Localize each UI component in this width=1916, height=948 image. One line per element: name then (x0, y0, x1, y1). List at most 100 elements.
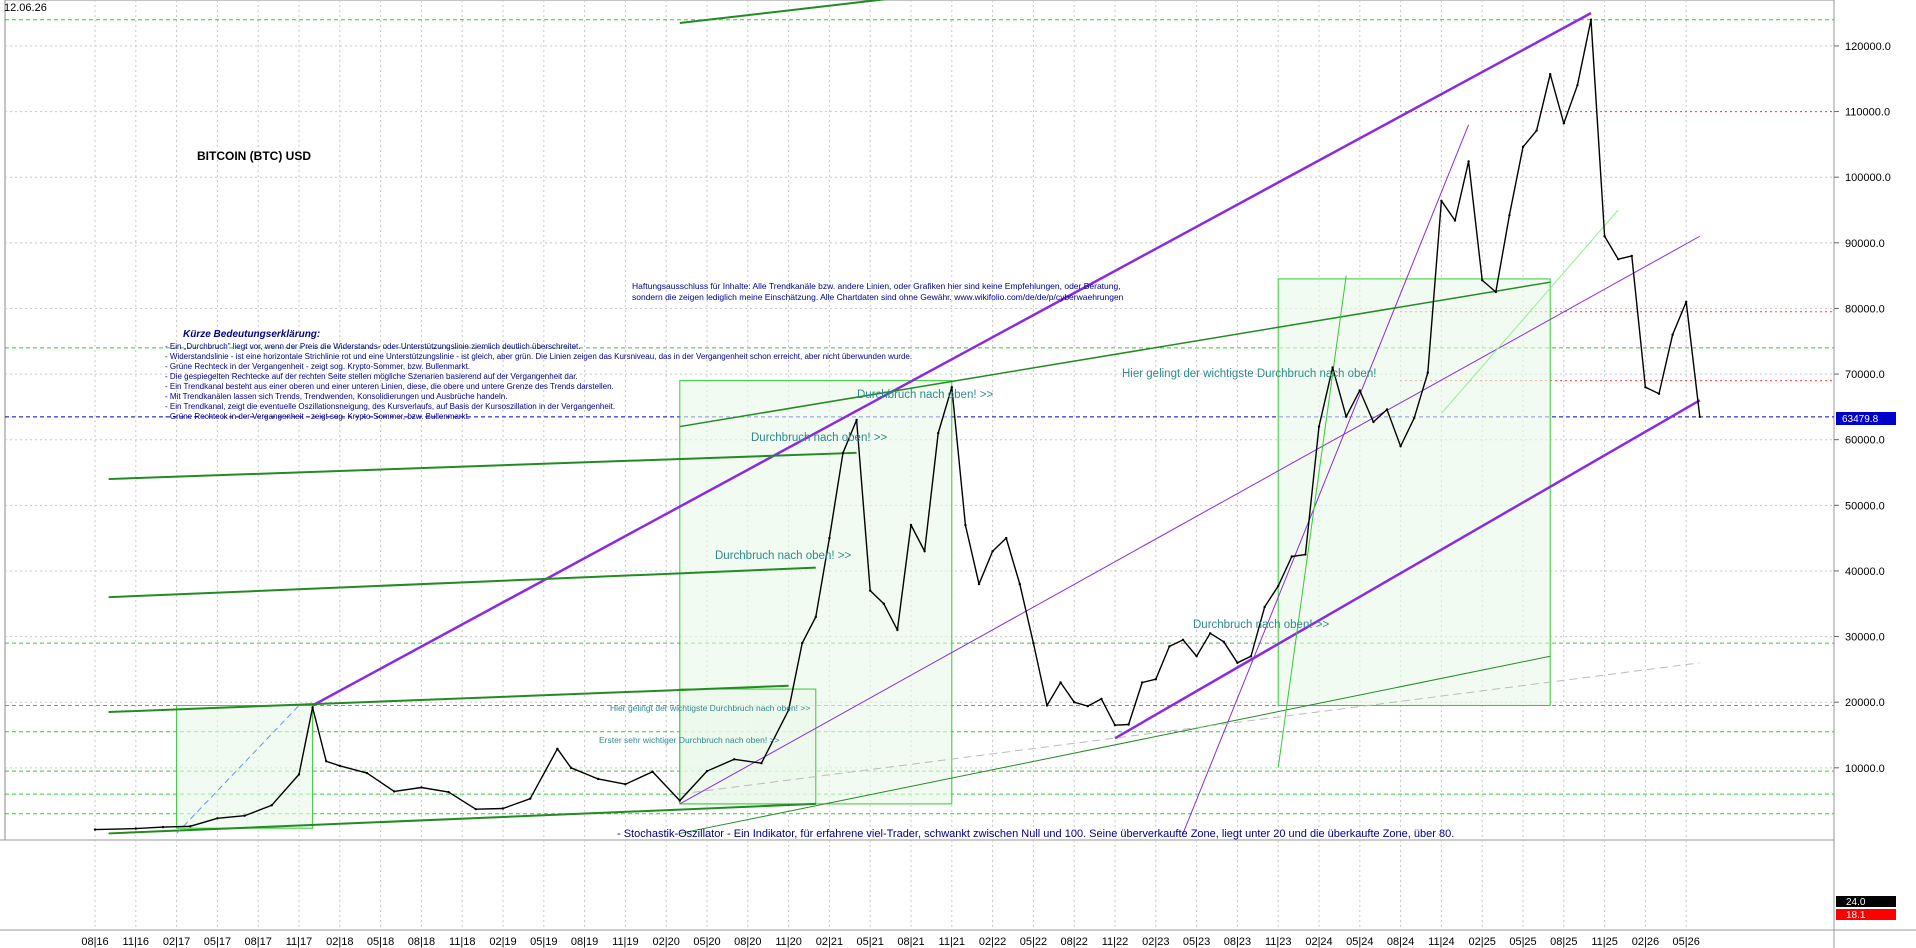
x-tick-label: 05|26 (1673, 936, 1700, 948)
price-point (1059, 681, 1062, 684)
price-point (1576, 84, 1579, 87)
annotation-breakout-1: Durchbruch nach oben! >> (857, 389, 993, 401)
y-tick-label: 50000.0 (1845, 500, 1885, 512)
price-point (1222, 640, 1226, 644)
oscillator-caption: - Stochastik-Oszillator - Ein Indikator,… (617, 828, 1454, 840)
x-tick-label: 08|24 (1387, 936, 1414, 948)
price-point (1399, 445, 1402, 448)
bull-market-box (679, 688, 817, 805)
x-tick-label: 08|20 (734, 936, 761, 948)
price-point (1481, 279, 1484, 282)
x-tick-label: 02|19 (489, 936, 516, 948)
y-tick-label: 120000.0 (1845, 41, 1891, 53)
explanation-line-2: - Widerstandslinie - ist eine horizontal… (165, 352, 912, 361)
price-point (1385, 408, 1389, 411)
y-tick-label: 30000.0 (1845, 632, 1885, 644)
resistance-trendline (108, 566, 816, 599)
price-point (705, 769, 709, 773)
price-point (1413, 416, 1416, 420)
price-point (1127, 723, 1130, 726)
price-point (556, 747, 559, 750)
explanation-line-1: - Ein „Durchbruch" liegt vor, wenn der P… (165, 342, 580, 351)
price-point (1018, 582, 1021, 586)
price-point (1032, 641, 1035, 645)
legend-explanation: Kürze Bedeutungserklärung: - Ein „Durchb… (165, 281, 1124, 421)
support-trendline (1441, 209, 1619, 414)
bull-market-box (1277, 278, 1551, 706)
explanation-line-4: - Die gespiegelten Rechtecke auf der rec… (165, 372, 578, 381)
price-point (1617, 258, 1620, 261)
price-point (1263, 605, 1266, 609)
price-point (93, 828, 97, 831)
trend-lines (108, 0, 1701, 835)
price-point (597, 777, 600, 781)
annotation-first-breakout: Erster sehr wichtiger Durchbruch nach ob… (599, 735, 780, 745)
price-point (1372, 420, 1375, 424)
explanation-line-7: - Ein Trendkanal, zeigt die eventuelle O… (165, 402, 615, 411)
x-tick-label: 11|25 (1591, 936, 1618, 948)
price-point (325, 760, 328, 763)
x-tick-label: 02|18 (326, 936, 353, 948)
x-tick-label: 05|23 (1183, 936, 1210, 948)
price-point (1440, 199, 1443, 203)
price-point (297, 773, 301, 776)
price-point (760, 762, 763, 765)
header-date: 12.06.26 (4, 2, 47, 14)
price-point (801, 641, 804, 645)
x-tick-label: 11|17 (286, 936, 313, 948)
resistance-trendline (679, 0, 888, 24)
price-point (338, 764, 341, 768)
x-tick-label: 05|19 (530, 936, 557, 948)
price-point (1562, 122, 1566, 125)
price-point (1209, 632, 1212, 635)
price-point (896, 628, 899, 632)
price-point (909, 523, 913, 527)
x-tick-label: 02|23 (1142, 936, 1169, 948)
price-point (1426, 371, 1430, 374)
price-point (1113, 723, 1117, 727)
support-trendline (679, 662, 1700, 795)
price-point (447, 790, 450, 794)
price-point (1290, 555, 1294, 558)
price-point (134, 827, 137, 830)
y-tick-label: 10000.0 (1845, 763, 1885, 775)
resistance-trendline (108, 451, 857, 481)
resistance-trendline (108, 684, 789, 714)
x-tick-label: 02|17 (163, 936, 190, 948)
trend-channel-steep (1182, 124, 1470, 834)
price-point (1644, 385, 1647, 389)
price-point (270, 804, 273, 807)
y-tick-label: 60000.0 (1845, 435, 1885, 447)
price-point (1141, 681, 1144, 684)
oscillator-value-badge-1 (1836, 896, 1896, 907)
price-point (1603, 235, 1606, 238)
annotation-breakout-3: Durchbruch nach oben! >> (715, 550, 851, 562)
price-point (1181, 638, 1185, 642)
explanation-line-3: - Grüne Rechteck in der Vergangenheit - … (165, 362, 470, 371)
price-point (1698, 415, 1702, 419)
oscillator-value-badge-2 (1836, 909, 1896, 920)
x-tick-label: 11|18 (449, 936, 476, 948)
x-tick-label: 08|18 (408, 936, 435, 948)
price-point (964, 523, 967, 527)
oscillator-value-2: 18.1 (1846, 910, 1866, 921)
price-point (624, 783, 627, 786)
y-tick-label: 20000.0 (1845, 697, 1885, 709)
annotation-breakout-2: Durchbruch nach oben! >> (751, 432, 887, 444)
price-point (882, 602, 885, 605)
x-tick-label: 05|20 (693, 936, 720, 948)
price-point (923, 550, 926, 553)
last-price-label: 63479.8 (1842, 414, 1879, 425)
annotation-breakout-4: Durchbruch nach oben! >> (1193, 619, 1329, 631)
price-point (814, 615, 817, 619)
x-tick-label: 08|23 (1224, 936, 1251, 948)
price-point (1249, 655, 1253, 658)
x-tick-label: 02|21 (816, 936, 843, 948)
price-point (950, 385, 953, 389)
price-point (393, 790, 396, 793)
last-price-badge (1836, 412, 1896, 425)
price-point (977, 582, 981, 586)
price-point (1073, 700, 1076, 704)
price-point (1453, 219, 1457, 222)
